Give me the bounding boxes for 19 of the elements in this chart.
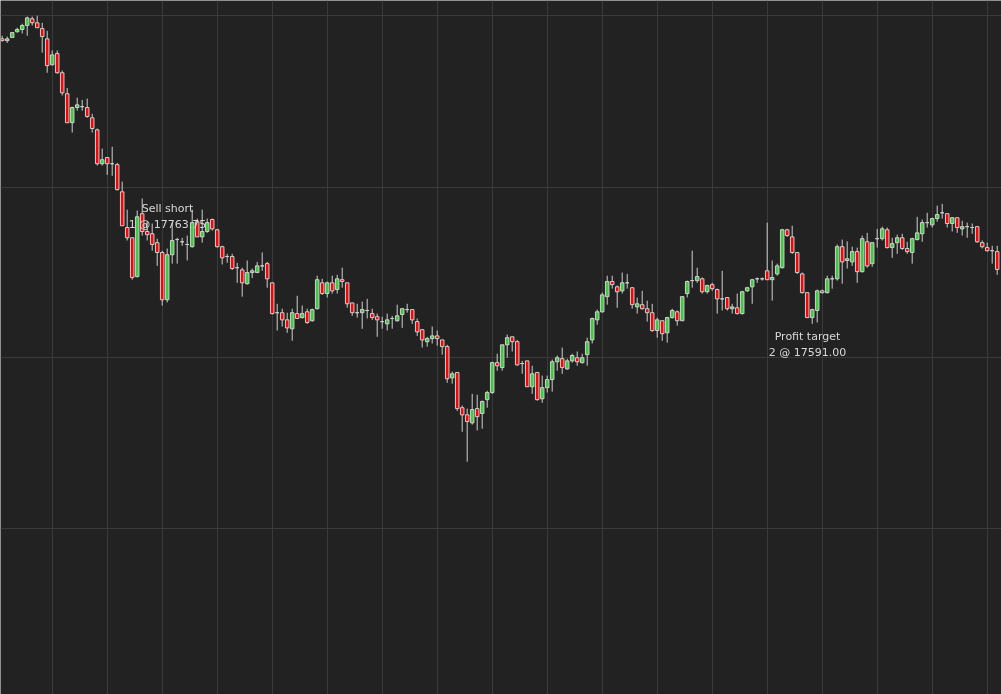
candlestick <box>869 242 875 268</box>
candlestick <box>374 313 380 338</box>
candlestick <box>84 98 90 119</box>
candlestick <box>714 288 720 315</box>
candlestick <box>399 308 405 329</box>
candlestick <box>39 22 45 54</box>
candlestick <box>749 278 755 305</box>
candlestick <box>339 267 345 289</box>
candlestick <box>514 339 520 367</box>
candlestick <box>584 337 590 367</box>
candlestick <box>769 260 775 302</box>
candlestick <box>264 261 270 289</box>
candlestick <box>89 113 95 134</box>
candlestick <box>994 245 1000 276</box>
candlestick <box>479 400 485 430</box>
candlestick <box>619 272 625 295</box>
annotation: Profit target 2 @ 17591.00 <box>768 330 847 359</box>
candlestick <box>359 301 365 330</box>
candlestick <box>919 218 925 243</box>
